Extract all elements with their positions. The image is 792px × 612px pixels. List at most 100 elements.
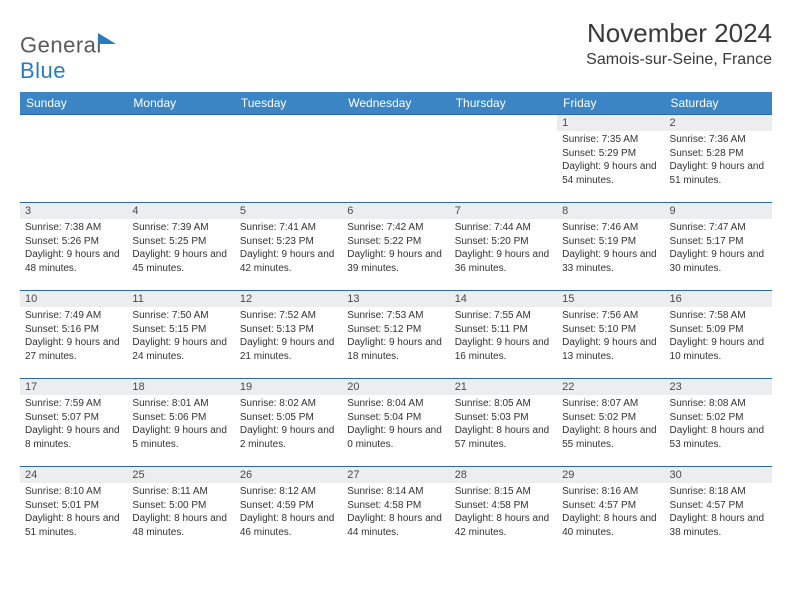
day-cell: 19 Sunrise: 8:02 AMSunset: 5:05 PMDayligh… bbox=[235, 379, 342, 467]
sunset-line: Sunset: 5:04 PM bbox=[347, 411, 444, 425]
daylight-line: Daylight: 9 hours and 0 minutes. bbox=[347, 424, 444, 451]
day-header: Saturday bbox=[665, 92, 772, 115]
daylight-line: Daylight: 8 hours and 42 minutes. bbox=[455, 512, 552, 539]
sunset-line: Sunset: 5:19 PM bbox=[562, 235, 659, 249]
daylight-line: Daylight: 8 hours and 51 minutes. bbox=[25, 512, 122, 539]
sunrise-line: Sunrise: 7:36 AM bbox=[670, 133, 767, 147]
daylight-line: Daylight: 9 hours and 30 minutes. bbox=[670, 248, 767, 275]
sunrise-line: Sunrise: 7:53 AM bbox=[347, 309, 444, 323]
week-row: 10Sunrise: 7:49 AMSunset: 5:16 PMDayligh… bbox=[20, 291, 772, 379]
sunrise-line: Sunrise: 7:38 AM bbox=[25, 221, 122, 235]
day-content: Sunrise: 7:38 AMSunset: 5:26 PMDaylight:… bbox=[20, 219, 127, 279]
day-cell: 6Sunrise: 7:42 AMSunset: 5:22 PMDaylight… bbox=[342, 203, 449, 291]
day-number: 25 bbox=[127, 467, 234, 483]
day-content: Sunrise: 7:53 AMSunset: 5:12 PMDaylight:… bbox=[342, 307, 449, 367]
sunrise-line: Sunrise: 8:02 AM bbox=[240, 397, 337, 411]
day-cell: 9Sunrise: 7:47 AMSunset: 5:17 PMDaylight… bbox=[665, 203, 772, 291]
day-cell: 7Sunrise: 7:44 AMSunset: 5:20 PMDaylight… bbox=[450, 203, 557, 291]
day-number: 13 bbox=[342, 291, 449, 307]
daylight-line: Daylight: 9 hours and 21 minutes. bbox=[240, 336, 337, 363]
day-content: Sunrise: 7:49 AMSunset: 5:16 PMDaylight:… bbox=[20, 307, 127, 367]
sunset-line: Sunset: 5:05 PM bbox=[240, 411, 337, 425]
day-cell: 14Sunrise: 7:55 AMSunset: 5:11 PMDayligh… bbox=[450, 291, 557, 379]
sunrise-line: Sunrise: 8:08 AM bbox=[670, 397, 767, 411]
calendar-body: 1Sunrise: 7:35 AMSunset: 5:29 PMDaylight… bbox=[20, 115, 772, 555]
day-header: Wednesday bbox=[342, 92, 449, 115]
week-row: 24Sunrise: 8:10 AMSunset: 5:01 PMDayligh… bbox=[20, 467, 772, 555]
day-content: Sunrise: 7:46 AMSunset: 5:19 PMDaylight:… bbox=[557, 219, 664, 279]
sunset-line: Sunset: 4:58 PM bbox=[455, 499, 552, 513]
month-title: November 2024 bbox=[586, 18, 772, 49]
sunrise-line: Sunrise: 8:04 AM bbox=[347, 397, 444, 411]
day-number: 30 bbox=[665, 467, 772, 483]
day-number: 6 bbox=[342, 203, 449, 219]
daylight-line: Daylight: 8 hours and 38 minutes. bbox=[670, 512, 767, 539]
sunrise-line: Sunrise: 8:01 AM bbox=[132, 397, 229, 411]
day-content: Sunrise: 8:18 AMSunset: 4:57 PMDaylight:… bbox=[665, 483, 772, 543]
daylight-line: Daylight: 9 hours and 42 minutes. bbox=[240, 248, 337, 275]
logo-blue: Blue bbox=[20, 58, 66, 83]
sunset-line: Sunset: 5:29 PM bbox=[562, 147, 659, 161]
day-number: 18 bbox=[127, 379, 234, 395]
sunrise-line: Sunrise: 8:11 AM bbox=[132, 485, 229, 499]
sunset-line: Sunset: 5:11 PM bbox=[455, 323, 552, 337]
daylight-line: Daylight: 9 hours and 51 minutes. bbox=[670, 160, 767, 187]
sunset-line: Sunset: 5:16 PM bbox=[25, 323, 122, 337]
day-content: Sunrise: 8:14 AMSunset: 4:58 PMDaylight:… bbox=[342, 483, 449, 543]
daylight-line: Daylight: 8 hours and 55 minutes. bbox=[562, 424, 659, 451]
day-number: 19 bbox=[235, 379, 342, 395]
day-cell: 26Sunrise: 8:12 AMSunset: 4:59 PMDayligh… bbox=[235, 467, 342, 555]
day-number: 17 bbox=[20, 379, 127, 395]
sunset-line: Sunset: 5:15 PM bbox=[132, 323, 229, 337]
sunrise-line: Sunrise: 7:56 AM bbox=[562, 309, 659, 323]
day-number: 5 bbox=[235, 203, 342, 219]
sunrise-line: Sunrise: 8:15 AM bbox=[455, 485, 552, 499]
sunrise-line: Sunrise: 8:14 AM bbox=[347, 485, 444, 499]
day-content: Sunrise: 8:07 AMSunset: 5:02 PMDaylight:… bbox=[557, 395, 664, 455]
day-content: Sunrise: 7:42 AMSunset: 5:22 PMDaylight:… bbox=[342, 219, 449, 279]
logo: GeneralBlue bbox=[20, 24, 116, 84]
day-content: Sunrise: 7:56 AMSunset: 5:10 PMDaylight:… bbox=[557, 307, 664, 367]
day-content: Sunrise: 7:52 AMSunset: 5:13 PMDaylight:… bbox=[235, 307, 342, 367]
daylight-line: Daylight: 9 hours and 18 minutes. bbox=[347, 336, 444, 363]
sunset-line: Sunset: 5:22 PM bbox=[347, 235, 444, 249]
day-content: Sunrise: 7:58 AMSunset: 5:09 PMDaylight:… bbox=[665, 307, 772, 367]
day-number: 29 bbox=[557, 467, 664, 483]
sunrise-line: Sunrise: 7:44 AM bbox=[455, 221, 552, 235]
sunrise-line: Sunrise: 7:47 AM bbox=[670, 221, 767, 235]
calendar-table: Sunday Monday Tuesday Wednesday Thursday… bbox=[20, 92, 772, 555]
day-cell: 10Sunrise: 7:49 AMSunset: 5:16 PMDayligh… bbox=[20, 291, 127, 379]
day-cell: 25Sunrise: 8:11 AMSunset: 5:00 PMDayligh… bbox=[127, 467, 234, 555]
daylight-line: Daylight: 9 hours and 24 minutes. bbox=[132, 336, 229, 363]
daylight-line: Daylight: 9 hours and 16 minutes. bbox=[455, 336, 552, 363]
daylight-line: Daylight: 9 hours and 39 minutes. bbox=[347, 248, 444, 275]
daylight-line: Daylight: 9 hours and 2 minutes. bbox=[240, 424, 337, 451]
sunset-line: Sunset: 5:26 PM bbox=[25, 235, 122, 249]
day-number: 27 bbox=[342, 467, 449, 483]
sunrise-line: Sunrise: 7:41 AM bbox=[240, 221, 337, 235]
calendar-page: GeneralBlue November 2024 Samois-sur-Sei… bbox=[0, 0, 792, 565]
day-content: Sunrise: 8:15 AMSunset: 4:58 PMDaylight:… bbox=[450, 483, 557, 543]
week-row: 3Sunrise: 7:38 AMSunset: 5:26 PMDaylight… bbox=[20, 203, 772, 291]
sunset-line: Sunset: 5:28 PM bbox=[670, 147, 767, 161]
sunset-line: Sunset: 5:17 PM bbox=[670, 235, 767, 249]
daylight-line: Daylight: 9 hours and 33 minutes. bbox=[562, 248, 659, 275]
week-row: 17Sunrise: 7:59 AMSunset: 5:07 PMDayligh… bbox=[20, 379, 772, 467]
sunset-line: Sunset: 5:23 PM bbox=[240, 235, 337, 249]
day-number: 2 bbox=[665, 115, 772, 131]
day-cell: 18Sunrise: 8:01 AMSunset: 5:06 PMDayligh… bbox=[127, 379, 234, 467]
sunrise-line: Sunrise: 7:46 AM bbox=[562, 221, 659, 235]
logo-text: GeneralBlue bbox=[20, 24, 116, 84]
sunrise-line: Sunrise: 7:55 AM bbox=[455, 309, 552, 323]
logo-triangle-icon bbox=[98, 24, 116, 50]
day-cell: 5 Sunrise: 7:41 AMSunset: 5:23 PMDaylight… bbox=[235, 203, 342, 291]
sunrise-line: Sunrise: 8:07 AM bbox=[562, 397, 659, 411]
day-cell: 22Sunrise: 8:07 AMSunset: 5:02 PMDayligh… bbox=[557, 379, 664, 467]
daylight-line: Daylight: 9 hours and 5 minutes. bbox=[132, 424, 229, 451]
day-cell: 8Sunrise: 7:46 AMSunset: 5:19 PMDaylight… bbox=[557, 203, 664, 291]
day-content: Sunrise: 8:11 AMSunset: 5:00 PMDaylight:… bbox=[127, 483, 234, 543]
day-cell: 27Sunrise: 8:14 AMSunset: 4:58 PMDayligh… bbox=[342, 467, 449, 555]
sunset-line: Sunset: 4:57 PM bbox=[670, 499, 767, 513]
day-content: Sunrise: 7:36 AMSunset: 5:28 PMDaylight:… bbox=[665, 131, 772, 191]
day-number: 7 bbox=[450, 203, 557, 219]
